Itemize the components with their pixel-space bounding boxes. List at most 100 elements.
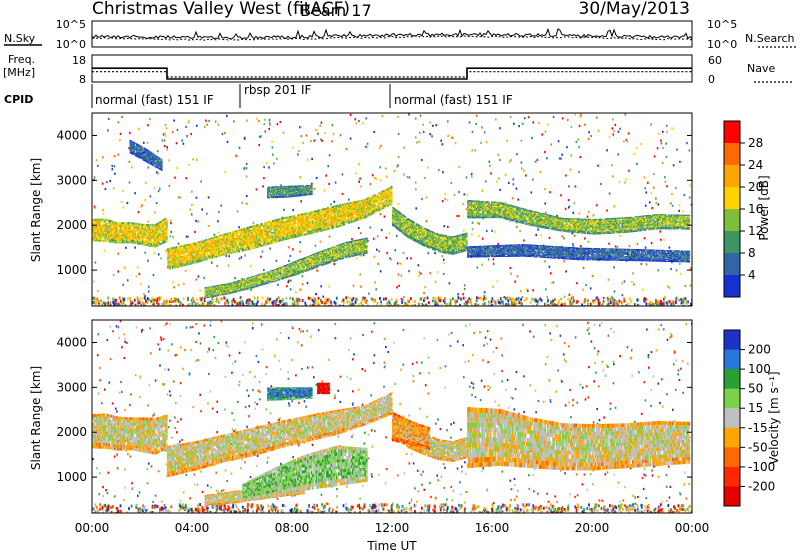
scatter-cell <box>476 266 479 269</box>
band-cell <box>180 250 183 253</box>
ground-cell <box>122 301 125 304</box>
band-cell <box>188 252 191 255</box>
band-cell <box>337 212 339 215</box>
band-cell <box>358 218 361 221</box>
band-cell <box>209 289 212 291</box>
band-cell <box>229 290 232 292</box>
band-cell <box>188 263 191 265</box>
band-cell <box>263 240 266 243</box>
band-cell <box>252 284 254 286</box>
band-cell <box>218 246 221 248</box>
ground-cell <box>575 299 578 303</box>
band-cell <box>249 238 252 240</box>
nave-tick-top: 60 <box>708 54 722 67</box>
band-cell <box>383 191 386 194</box>
band-cell <box>150 226 153 228</box>
band-cell <box>255 284 258 286</box>
band-cell <box>182 248 184 251</box>
band-cell <box>265 275 268 277</box>
scatter-cell <box>195 219 197 222</box>
band-cell <box>194 256 197 259</box>
band-cell <box>279 220 282 222</box>
band-cell <box>204 290 207 292</box>
band-cell <box>239 285 242 287</box>
band-cell <box>278 279 281 281</box>
band-cell <box>93 233 96 236</box>
band-cell <box>314 229 317 232</box>
scatter-cell <box>164 123 167 127</box>
band-cell <box>208 254 211 257</box>
band-cell <box>277 270 279 272</box>
band-cell <box>307 212 309 215</box>
band-cell <box>182 255 184 258</box>
band-cell <box>219 284 222 286</box>
band-cell <box>323 217 326 220</box>
band-cell <box>197 241 199 244</box>
scatter-cell <box>689 284 692 287</box>
ground-cell <box>245 301 248 305</box>
band-cell <box>258 279 261 281</box>
scatter-cell <box>362 254 365 257</box>
band-cell <box>209 291 212 292</box>
band-cell <box>380 192 383 195</box>
band-cell <box>243 243 246 246</box>
scatter-cell <box>121 115 123 118</box>
scatter-cell <box>201 208 203 211</box>
band-cell <box>123 234 126 237</box>
band-cell <box>254 238 257 241</box>
band-cell <box>237 290 239 292</box>
band-cell <box>234 285 237 287</box>
band-cell <box>277 279 279 281</box>
band-cell <box>97 222 99 225</box>
band-cell <box>279 270 282 272</box>
band-cell <box>349 209 352 211</box>
band-cell <box>389 190 392 192</box>
scatter-cell <box>623 280 626 283</box>
band-cell <box>193 256 196 259</box>
band-cell <box>239 234 242 237</box>
band-cell <box>314 227 317 230</box>
band-cell <box>278 278 281 280</box>
band-cell <box>242 241 244 244</box>
band-cell <box>348 218 351 221</box>
ground-cell <box>572 299 575 303</box>
band-cell <box>227 249 229 251</box>
ground-cell <box>330 300 332 304</box>
band-cell <box>273 275 276 277</box>
band-cell <box>149 239 152 242</box>
scatter-cell <box>441 143 443 146</box>
scatter-cell <box>504 173 507 176</box>
band-cell <box>274 277 277 279</box>
band-cell <box>367 199 369 201</box>
band-cell <box>182 252 184 254</box>
band-cell <box>362 212 364 215</box>
scatter-cell <box>313 187 316 190</box>
band-cell <box>102 235 104 238</box>
band-cell <box>228 289 231 291</box>
band-cell <box>224 292 227 294</box>
band-cell <box>209 291 212 293</box>
ground-cell <box>678 298 680 302</box>
ground-cell <box>628 296 631 300</box>
band-cell <box>207 297 209 298</box>
band-cell <box>262 279 264 281</box>
band-cell <box>228 241 231 244</box>
band-cell <box>220 287 223 289</box>
band-cell <box>225 285 228 287</box>
band-cell <box>269 240 272 243</box>
band-cell <box>377 196 379 198</box>
band-cell <box>209 250 212 253</box>
scatter-cell <box>147 259 149 262</box>
band-cell <box>179 254 182 257</box>
band-cell <box>162 221 164 224</box>
ground-cell <box>173 297 176 301</box>
band-cell <box>225 283 228 285</box>
band-cell <box>128 225 131 228</box>
band-cell <box>303 215 306 217</box>
band-cell <box>247 285 249 287</box>
band-cell <box>342 224 344 226</box>
band-cell <box>274 221 277 224</box>
band-cell <box>107 230 109 233</box>
band-cell <box>92 232 94 234</box>
scatter-cell <box>429 133 431 136</box>
